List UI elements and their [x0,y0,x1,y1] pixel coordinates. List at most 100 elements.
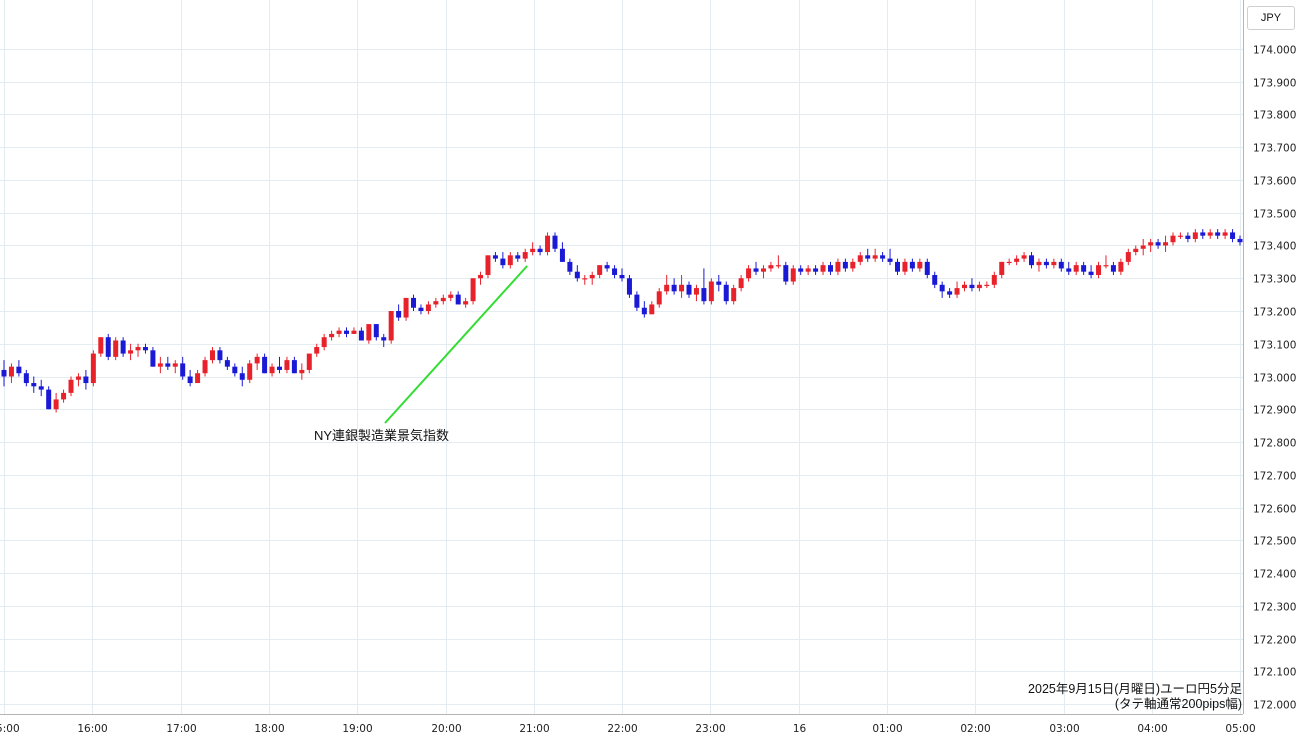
y-tick-label: 173.600 [1253,176,1296,188]
candle-body [1170,235,1176,243]
candle [693,284,699,302]
candle-body [31,383,37,387]
candle-body [798,268,804,272]
candle [418,304,424,315]
candle-body [656,291,662,305]
candle [1029,252,1035,269]
candle [366,324,372,344]
candle [403,297,409,321]
candle-body [142,347,148,351]
candle-body [567,261,573,272]
candle [1073,261,1079,275]
candle [1081,261,1087,275]
candle-body [239,373,245,380]
candle-body [1237,238,1243,243]
candle [83,369,89,390]
candle [1200,229,1206,239]
candle-body [75,376,81,380]
candle-body [574,271,580,279]
x-tick-label: 02:00 [960,723,990,735]
candle-body [746,268,752,279]
candle [634,291,640,311]
candle [701,268,707,305]
candle-body [299,369,305,374]
candle-body [589,274,595,279]
candle [336,327,342,338]
candle [373,324,379,341]
candle-body [850,261,856,269]
candle [954,281,960,298]
x-tick-label: 16 [793,723,807,735]
candle [649,301,655,315]
candle-body [604,265,610,269]
y-tick-label: 172.500 [1253,536,1296,548]
candle-body [902,261,908,272]
candle-body [932,274,938,285]
candle [738,274,744,292]
candle-body [306,353,312,370]
candle [962,281,968,292]
candle-body [113,340,119,357]
candle [38,379,44,397]
candle-body [991,274,997,285]
candle [299,363,305,380]
y-tick-label: 172.600 [1253,504,1296,516]
candle-body [172,363,178,367]
candle-body [388,311,394,341]
candle-body [686,284,692,295]
candle-body [701,288,707,302]
candle [708,278,714,305]
x-tick-label: 17:00 [166,723,196,735]
candle [68,376,74,397]
candle-body [582,278,588,280]
candle-body [1036,261,1042,266]
candle-body [1051,261,1057,266]
candle [1155,238,1161,249]
x-tick-label: 04:00 [1137,723,1167,735]
candle [195,369,201,384]
candle [478,271,484,285]
candle-body [1163,242,1169,246]
y-tick-label: 173.700 [1253,143,1296,155]
candle-body [664,284,670,292]
candle-body [396,311,402,318]
candle [61,389,67,403]
y-tick-label: 173.800 [1253,110,1296,122]
candle [1014,255,1020,266]
candle-body [180,363,186,377]
candle-body [83,376,89,384]
currency-badge[interactable]: JPY [1247,6,1295,30]
candle-body [1081,265,1087,272]
candle [760,265,766,279]
x-tick-label: 15:00 [0,723,20,735]
candle [276,356,282,374]
candle [991,271,997,289]
candle-body [552,235,558,249]
candle-body [530,248,536,253]
candle-body [999,261,1005,275]
x-tick-label: 22:00 [607,723,637,735]
candle [805,265,811,275]
candle [1237,235,1243,246]
candle [909,258,915,272]
candle [23,369,29,387]
candle-body [329,333,335,338]
candle [902,258,908,275]
candle [358,327,364,341]
candle [515,252,521,262]
candle [321,333,327,351]
candle [381,333,387,348]
candle-body [1200,232,1206,236]
candle [865,248,871,262]
candle-body [1155,242,1161,246]
candle-body [262,356,268,374]
candle-body [455,294,461,305]
candle-body [865,255,871,259]
chart-caption: 2025年9月15日(月曜日)ユーロ円5分足 (タテ軸通常200pips幅) [1028,682,1242,712]
candle-body [448,294,454,298]
candle-body [1215,232,1221,236]
candle-body [716,281,722,285]
candle [291,356,297,374]
candle-body [1103,265,1109,267]
candle-body [1029,255,1035,266]
